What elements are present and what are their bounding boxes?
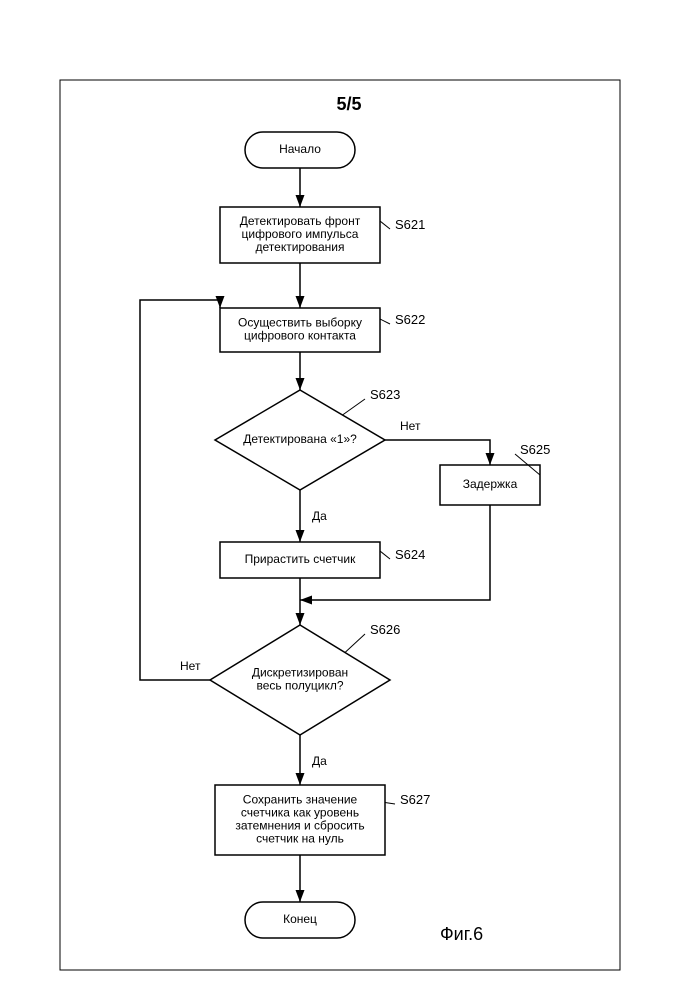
labels-layer: Да Нет Да Нет S621 S622 S623 S624 S625 S626 S627 <box>180 217 550 807</box>
svg-text:затемнения и сбросить: затемнения и сбросить <box>235 819 364 833</box>
page-number: 5/5 <box>336 94 361 114</box>
svg-text:S622: S622 <box>395 312 425 327</box>
svg-text:цифрового контакта: цифрового контакта <box>244 329 356 343</box>
svg-text:счетчика как уровень: счетчика как уровень <box>241 806 359 820</box>
svg-text:S626: S626 <box>370 622 400 637</box>
svg-text:Нет: Нет <box>180 659 201 673</box>
svg-text:Нет: Нет <box>400 419 421 433</box>
svg-text:Дискретизирован: Дискретизирован <box>252 666 348 680</box>
svg-text:S627: S627 <box>400 792 430 807</box>
svg-text:S624: S624 <box>395 547 425 562</box>
svg-text:Задержка: Задержка <box>463 477 518 491</box>
svg-text:Прирастить счетчик: Прирастить счетчик <box>245 552 356 566</box>
svg-text:Сохранить значение: Сохранить значение <box>243 793 358 807</box>
svg-text:S625: S625 <box>520 442 550 457</box>
svg-text:Да: Да <box>312 509 327 523</box>
svg-text:цифрового импульса: цифрового импульса <box>242 227 359 241</box>
svg-text:Конец: Конец <box>283 912 317 926</box>
svg-text:Осуществить выборку: Осуществить выборку <box>238 316 362 330</box>
svg-text:S621: S621 <box>395 217 425 232</box>
svg-text:счетчик на нуль: счетчик на нуль <box>256 832 344 846</box>
svg-text:Детектировать фронт: Детектировать фронт <box>240 214 361 228</box>
svg-text:S623: S623 <box>370 387 400 402</box>
svg-text:Детектирована «1»?: Детектирована «1»? <box>243 432 357 446</box>
svg-text:Начало: Начало <box>279 142 321 156</box>
figure-label: Фиг.6 <box>440 924 483 944</box>
svg-text:Да: Да <box>312 754 327 768</box>
svg-text:детектирования: детектирования <box>256 240 345 254</box>
svg-text:весь полуцикл?: весь полуцикл? <box>256 679 343 693</box>
